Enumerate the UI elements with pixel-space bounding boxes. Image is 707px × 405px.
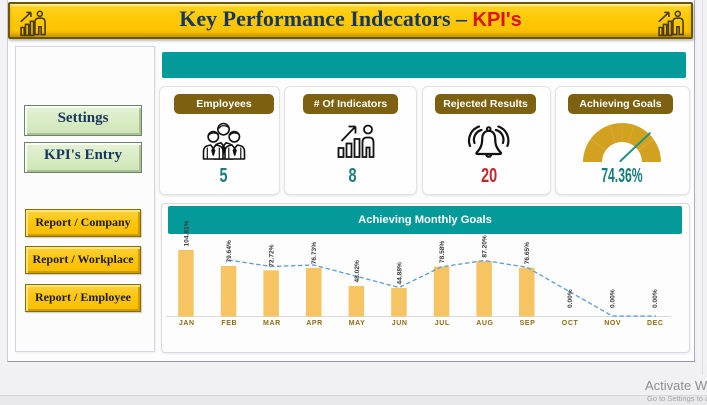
svg-text:FEB: FEB [221,320,237,327]
svg-text:0.00%: 0.00% [567,289,574,308]
svg-text:AUG: AUG [476,320,493,327]
svg-text:0.00%: 0.00% [609,289,616,308]
svg-text:DEC: DEC [647,320,664,327]
svg-text:NOV: NOV [604,320,621,327]
svg-text:OCT: OCT [562,320,579,327]
svg-text:48.02%: 48.02% [354,260,361,283]
svg-text:104.81%: 104.81% [183,220,190,246]
svg-text:SEP: SEP [520,320,536,327]
svg-text:JUN: JUN [392,320,408,327]
svg-text:0.00%: 0.00% [652,289,659,308]
svg-text:78.58%: 78.58% [439,241,446,264]
svg-text:MAR: MAR [263,320,281,327]
svg-text:72.72%: 72.72% [269,244,276,267]
svg-text:79.64%: 79.64% [226,240,233,263]
svg-text:MAY: MAY [349,320,366,327]
svg-text:APR: APR [306,320,323,327]
svg-text:44.88%: 44.88% [396,262,403,285]
svg-text:76.65%: 76.65% [524,242,531,265]
svg-text:87.20%: 87.20% [482,235,489,258]
svg-text:76.73%: 76.73% [311,242,318,265]
svg-text:JUL: JUL [435,320,450,327]
svg-text:JAN: JAN [179,320,195,327]
